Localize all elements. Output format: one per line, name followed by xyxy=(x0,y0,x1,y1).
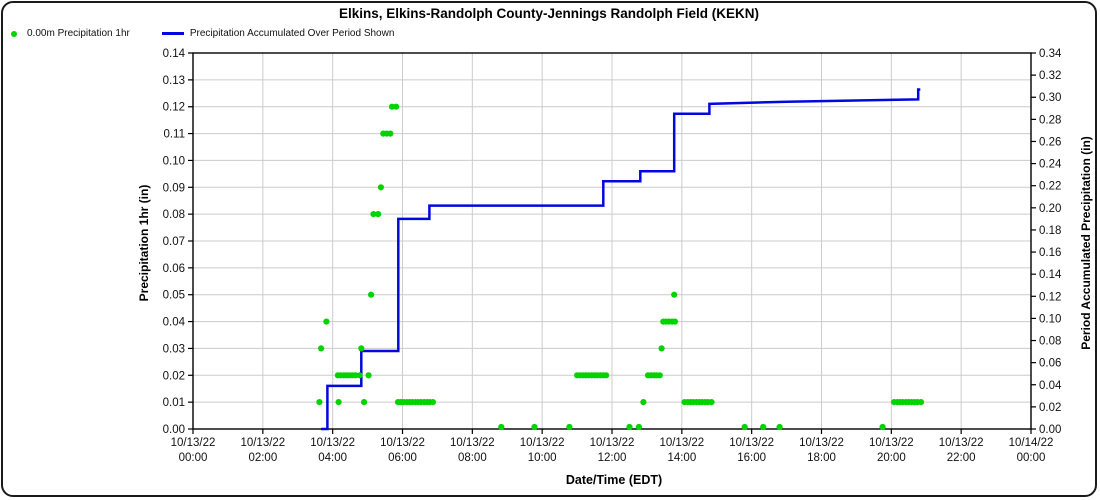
svg-text:00:00: 00:00 xyxy=(1017,452,1046,464)
svg-text:20:00: 20:00 xyxy=(877,452,906,464)
svg-text:0.30: 0.30 xyxy=(1039,92,1061,104)
svg-text:0.14: 0.14 xyxy=(1039,269,1062,281)
svg-text:12:00: 12:00 xyxy=(598,452,627,464)
svg-text:10/13/22: 10/13/22 xyxy=(939,437,984,449)
precip-1hr-scatter xyxy=(316,103,925,431)
svg-text:0.28: 0.28 xyxy=(1039,114,1061,126)
svg-text:0.12: 0.12 xyxy=(1039,291,1061,303)
svg-text:0.12: 0.12 xyxy=(163,102,185,114)
svg-text:0.18: 0.18 xyxy=(1039,225,1061,237)
chart-title: Elkins, Elkins-Randolph County-Jennings … xyxy=(338,6,759,21)
plot-area: 10/13/22 00:00 10/13/22 02:00 10/13/22 04:00 1… xyxy=(163,48,1062,464)
svg-text:0.10: 0.10 xyxy=(1039,313,1061,325)
svg-text:0.24: 0.24 xyxy=(1039,159,1062,171)
svg-text:0.11: 0.11 xyxy=(163,129,185,141)
svg-text:10/13/22: 10/13/22 xyxy=(659,437,704,449)
svg-text:0.03: 0.03 xyxy=(163,343,185,355)
svg-text:0.13: 0.13 xyxy=(163,75,185,87)
svg-text:0.04: 0.04 xyxy=(1039,380,1062,392)
svg-text:0.08: 0.08 xyxy=(163,209,185,221)
svg-text:0.16: 0.16 xyxy=(1039,247,1061,259)
svg-text:10/13/22: 10/13/22 xyxy=(171,437,216,449)
svg-text:0.10: 0.10 xyxy=(163,155,185,167)
svg-text:0.00: 0.00 xyxy=(1039,424,1061,436)
legend-item-precip-1hr: 0.00m Precipitation 1hr xyxy=(11,28,130,39)
svg-text:0.26: 0.26 xyxy=(1039,136,1061,148)
svg-text:04:00: 04:00 xyxy=(318,452,347,464)
svg-text:10/13/22: 10/13/22 xyxy=(799,437,844,449)
legend-label-precip-1hr: 0.00m Precipitation 1hr xyxy=(27,28,130,39)
line-marker-icon xyxy=(161,32,184,35)
svg-text:10/13/22: 10/13/22 xyxy=(450,437,495,449)
svg-text:0.06: 0.06 xyxy=(163,263,185,275)
svg-text:0.05: 0.05 xyxy=(163,290,185,302)
svg-text:10/14/22: 10/14/22 xyxy=(1009,437,1054,449)
svg-text:10/13/22: 10/13/22 xyxy=(590,437,635,449)
svg-text:10/13/22: 10/13/22 xyxy=(380,437,425,449)
svg-text:10/13/22: 10/13/22 xyxy=(310,437,355,449)
svg-text:0.04: 0.04 xyxy=(163,317,186,329)
x-axis-label: Date/Time (EDT) xyxy=(565,473,663,487)
legend-label-accumulated: Precipitation Accumulated Over Period Sh… xyxy=(189,28,395,39)
svg-text:0.01: 0.01 xyxy=(163,397,185,409)
svg-text:0.02: 0.02 xyxy=(1039,402,1061,414)
svg-text:10/13/22: 10/13/22 xyxy=(729,437,774,449)
svg-text:14:00: 14:00 xyxy=(667,452,696,464)
svg-text:00:00: 00:00 xyxy=(179,452,208,464)
svg-text:0.09: 0.09 xyxy=(163,182,185,194)
svg-text:16:00: 16:00 xyxy=(737,452,766,464)
scatter-marker-icon xyxy=(11,30,17,37)
svg-text:0.32: 0.32 xyxy=(1039,70,1061,82)
svg-text:10/13/22: 10/13/22 xyxy=(240,437,285,449)
svg-text:0.34: 0.34 xyxy=(1039,48,1062,60)
svg-text:0.00: 0.00 xyxy=(163,424,185,436)
svg-text:18:00: 18:00 xyxy=(807,452,836,464)
svg-text:06:00: 06:00 xyxy=(388,452,417,464)
svg-text:0.07: 0.07 xyxy=(163,236,185,248)
svg-text:0.22: 0.22 xyxy=(1039,181,1061,193)
svg-text:08:00: 08:00 xyxy=(458,452,487,464)
legend: 0.00m Precipitation 1hr Precipitation Ac… xyxy=(11,28,394,39)
svg-text:02:00: 02:00 xyxy=(248,452,277,464)
svg-text:0.20: 0.20 xyxy=(1039,203,1061,215)
svg-text:0.06: 0.06 xyxy=(1039,358,1061,370)
svg-text:10/13/22: 10/13/22 xyxy=(869,437,914,449)
svg-text:22:00: 22:00 xyxy=(947,452,976,464)
svg-text:0.02: 0.02 xyxy=(163,370,185,382)
legend-item-accumulated: Precipitation Accumulated Over Period Sh… xyxy=(161,28,395,39)
svg-text:0.08: 0.08 xyxy=(1039,336,1061,348)
svg-text:10:00: 10:00 xyxy=(528,452,557,464)
svg-text:0.14: 0.14 xyxy=(163,48,186,60)
svg-text:10/13/22: 10/13/22 xyxy=(520,437,565,449)
accumulated-precip-line xyxy=(321,88,921,431)
